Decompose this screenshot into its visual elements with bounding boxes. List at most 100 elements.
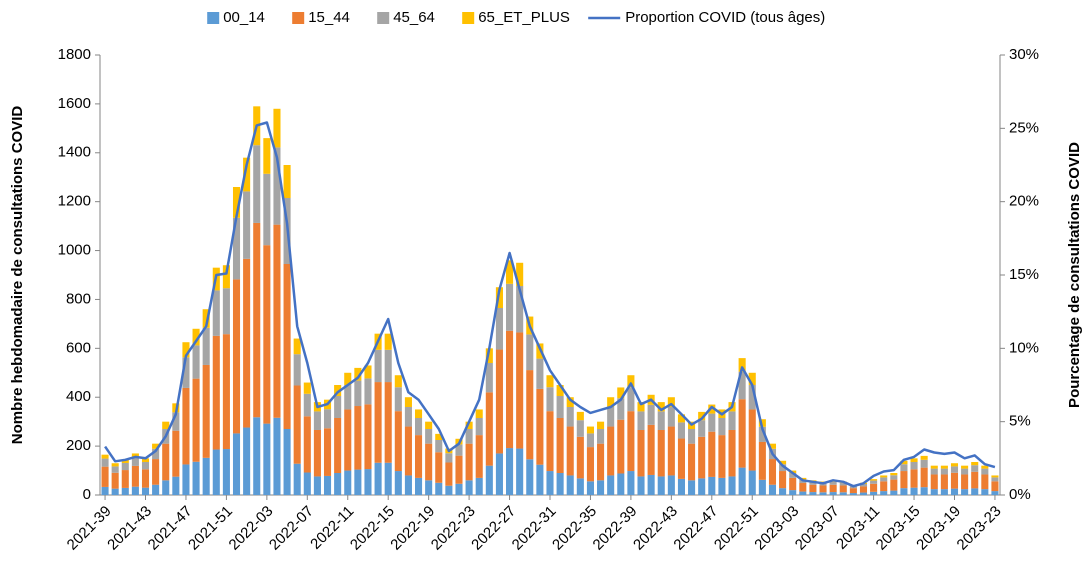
y2-tick-label: 30% [1009,46,1039,63]
bar-segment [576,436,584,479]
bar-segment [404,407,412,427]
bar-segment [475,435,483,478]
bar-segment [991,475,999,478]
bar-segment [465,421,473,429]
bar-segment [718,418,726,436]
bar-segment [182,342,190,358]
bar-segment [607,407,615,427]
bar-segment [455,444,463,456]
bar-segment [192,461,200,495]
bar-segment [930,489,938,495]
bar-segment [657,411,665,430]
bar-segment [243,258,251,428]
bar-segment [829,481,837,485]
bar-segment [597,421,605,429]
bar-segment [303,416,311,473]
bar-segment [232,187,241,218]
y-tick-label: 1000 [58,242,91,259]
y-tick-label: 1200 [58,193,91,210]
bar-segment [839,482,847,486]
bar-segment [536,358,544,389]
bar-segment [890,479,898,491]
bar-segment [121,470,129,488]
bar-segment [465,429,473,444]
bar-segment [576,420,584,437]
bar-segment [263,423,271,495]
bar-segment [506,260,514,284]
bar-segment [940,474,948,490]
bar-segment [920,487,928,495]
bar-segment [516,332,524,449]
bar-segment [263,173,271,246]
bar-segment [192,378,200,462]
bar-segment [688,480,696,495]
bar-segment [930,465,938,469]
bar-segment [920,459,928,468]
bar-segment [637,429,645,477]
x-tick-label: 2022-07 [266,503,317,554]
bar-segment [728,476,736,495]
bar-segment [829,484,837,493]
x-tick-label: 2022-19 [387,503,438,554]
bar-segment [880,475,888,478]
bar-segment [779,488,787,495]
bar-segment [698,420,706,437]
bar-segment [141,462,150,470]
bar-segment [779,460,787,465]
bar-segment [354,406,362,470]
bar-segment [758,426,766,442]
bar-segment [708,413,716,432]
bar-segment [111,472,119,489]
bar-segment [708,476,716,495]
bar-segment [141,469,150,488]
bar-segment [718,477,726,495]
bar-segment [799,491,807,495]
bar-segment [971,465,979,472]
bar-segment [971,462,979,466]
bar-segment [961,465,969,469]
legend-label: 65_ET_PLUS [478,9,570,26]
bar-segment [354,469,362,495]
bar-segment [334,385,342,396]
bar-segment [526,370,534,460]
bar-segment [415,409,423,418]
bar-segment [435,433,443,440]
bar-segment [394,471,402,495]
bar-segment [152,459,160,485]
bar-segment [526,334,534,371]
y2-tick-label: 15% [1009,266,1039,283]
bar-segment [819,492,827,495]
y-tick-label: 1600 [58,95,91,112]
bar-segment [506,283,514,331]
bar-segment [425,421,433,429]
bar-segment [607,397,615,407]
bar-segment [374,462,382,495]
bar-segment [455,455,463,484]
x-tick-label: 2022-15 [347,503,398,554]
x-tick-label: 2022-47 [670,503,721,554]
x-tick-label: 2022-51 [711,503,762,554]
bar-segment [657,429,665,477]
bar-segment [677,414,685,423]
x-tick-label: 2023-19 [913,503,964,554]
bar-segment [445,453,453,463]
bar-segment [597,429,605,444]
bar-segment [738,358,746,372]
bar-segment [121,462,129,471]
bar-segment [415,435,423,478]
bar-segment [647,404,655,425]
bar-segment [101,454,109,459]
bar-segment [809,481,817,485]
bar-segment [576,478,584,495]
bar-segment [688,443,696,481]
bar-segment [121,487,129,495]
bar-segment [172,412,180,431]
bar-segment [182,357,190,388]
bar-segment [708,404,716,414]
bar-segment [222,334,230,450]
y2-tick-label: 20% [1009,193,1039,210]
bar-segment [950,488,959,495]
bar-segment [364,404,372,470]
x-tick-label: 2022-39 [590,503,641,554]
bar-segment [202,309,210,328]
